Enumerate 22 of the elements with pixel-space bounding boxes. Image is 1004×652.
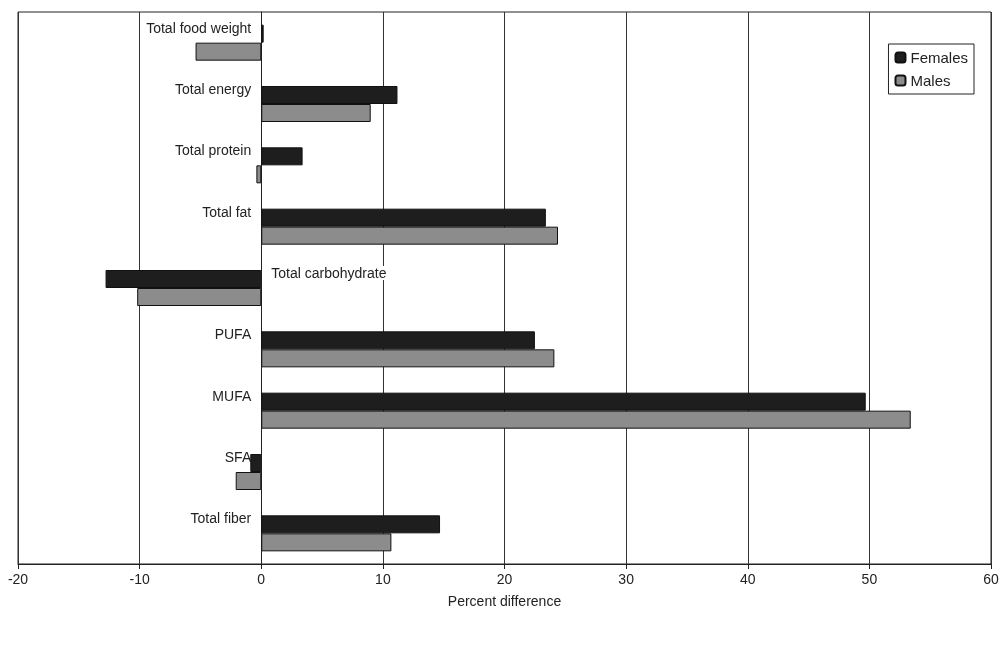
y-tick-label: Total food weight — [146, 19, 252, 36]
y-tick-label: Total energy — [174, 81, 252, 97]
y-tick-label: Total carbohydrate — [271, 265, 387, 281]
bar — [256, 165, 262, 184]
x-tick-label: -20 — [7, 571, 29, 587]
x-tick-label: 40 — [739, 571, 756, 587]
bar — [195, 42, 262, 61]
y-tick-label: Total fiber — [190, 510, 252, 527]
y-tick-label: Total protein — [174, 142, 252, 159]
x-tick-label: 0 — [257, 571, 266, 587]
legend-label: Males — [910, 72, 951, 89]
legend-label: Females — [910, 49, 969, 66]
x-tick-label: 30 — [618, 571, 635, 587]
x-tick-label: 20 — [496, 571, 513, 587]
y-tick-label: Total fat — [202, 203, 252, 220]
x-tick-label: 60 — [983, 571, 999, 587]
y-tick-label: PUFA — [214, 326, 252, 343]
x-tick-label: 10 — [375, 571, 391, 587]
x-tick-label: 50 — [861, 571, 878, 587]
x-axis-title: Percent difference — [447, 593, 562, 609]
y-tick-label: MUFA — [212, 387, 252, 404]
x-tick-label: -10 — [129, 571, 150, 587]
